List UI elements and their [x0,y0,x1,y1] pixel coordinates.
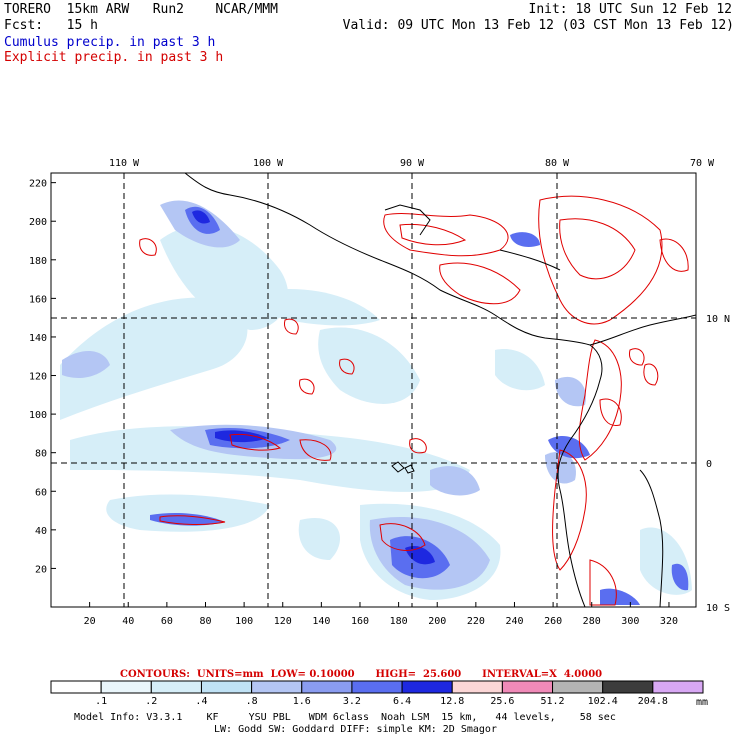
lon-label-100w: 100 W [253,158,284,169]
y-tick-label: 160 [29,294,47,305]
y-tick-label: 80 [35,449,47,460]
valid-time: Valid: 09 UTC Mon 13 Feb 12 (03 CST Mon … [342,18,734,33]
x-tick-label: 260 [544,616,562,627]
colorbar-swatch [401,680,453,694]
x-tick-label: 140 [312,616,330,627]
explicit-contours [139,195,689,606]
colorbar-swatch [351,680,403,694]
colorbar-label: 25.6 [490,696,515,707]
colorbar-label: .2 [145,696,158,707]
x-tick-label: 160 [351,616,369,627]
lon-label-90w: 90 W [400,158,425,169]
colorbar-label: .4 [195,696,208,707]
colorbar-swatch [602,680,654,694]
legend-cumulus: Cumulus precip. in past 3 h [4,35,216,50]
lon-label-70w: 70 W [690,158,715,169]
y-tick-label: 40 [35,526,47,537]
y-tick-label: 100 [29,410,47,421]
x-axis: 20 40 60 80 100 120 140 160 180 200 220 240 260 280 30… [84,602,678,627]
x-tick-label: 200 [428,616,446,627]
x-tick-label: 280 [583,616,601,627]
colorbar-label: 6.4 [393,696,412,707]
y-tick-label: 60 [35,487,47,498]
y-tick-label: 220 [29,179,47,190]
y-tick-label: 200 [29,217,47,228]
lat-label-10s: 10 S [706,603,730,614]
colorbar-label: 51.2 [540,696,565,707]
legend-explicit: Explicit precip. in past 3 h [4,50,224,65]
colorbar-swatch [251,680,303,694]
colorbar-swatch [451,680,503,694]
x-tick-label: 300 [621,616,639,627]
colorbar-swatch [100,680,152,694]
colorbar-label: 12.8 [440,696,465,707]
x-tick-label: 220 [467,616,485,627]
x-tick-label: 80 [199,616,211,627]
x-tick-label: 40 [122,616,134,627]
colorbar-swatch [501,680,554,694]
colorbar-unit: mm [696,697,709,708]
lon-label-80w: 80 W [545,158,570,169]
x-tick-label: 240 [505,616,523,627]
colorbar-label: 1.6 [292,696,311,707]
forecast-hour: Fcst: 15 h [4,18,98,33]
x-tick-label: 320 [660,616,678,627]
lat-label-0: 0 [706,459,712,470]
colorbar-swatch [652,680,704,694]
colorbar-swatch [200,680,253,694]
lat-label-10n: 10 N [706,314,730,325]
colorbar-label: 102.4 [587,696,618,707]
y-tick-label: 180 [29,256,47,267]
graticule [51,173,696,607]
colorbar-label: 204.8 [637,696,668,707]
y-tick-label: 120 [29,372,47,383]
cumulus-intense-shading [192,210,435,565]
colorbar-label: 3.2 [342,696,361,707]
x-tick-label: 60 [161,616,173,627]
colorbar-label: .8 [245,696,258,707]
contour-info: CONTOURS: UNITS=mm LOW= 0.10000 HIGH= 25… [120,669,603,680]
y-tick-label: 20 [35,564,47,575]
model-info: Model Info: V3.3.1 KF YSU PBL WDM 6class… [74,712,616,723]
model-physics: LW: Godd SW: Goddard DIFF: simple KM: 2D… [214,724,497,735]
lon-label-110w: 110 W [109,158,140,169]
colorbar [50,680,704,694]
y-tick-label: 140 [29,333,47,344]
map-frame [50,172,697,608]
colorbar-swatch [150,680,202,694]
x-tick-label: 120 [274,616,292,627]
x-tick-label: 100 [235,616,253,627]
model-title: TORERO 15km ARW Run2 NCAR/MMM [4,2,278,17]
colorbar-swatch [552,680,604,694]
colorbar-label: .1 [95,696,108,707]
colorbar-swatch [50,680,102,694]
x-tick-label: 180 [390,616,408,627]
colorbar-swatch [301,680,353,694]
y-axis: 220 200 180 160 140 120 100 80 60 40 20 [29,179,56,575]
init-time: Init: 18 UTC Sun 12 Feb 12 [528,2,733,17]
precip-fields [60,173,696,607]
x-tick-label: 20 [84,616,96,627]
